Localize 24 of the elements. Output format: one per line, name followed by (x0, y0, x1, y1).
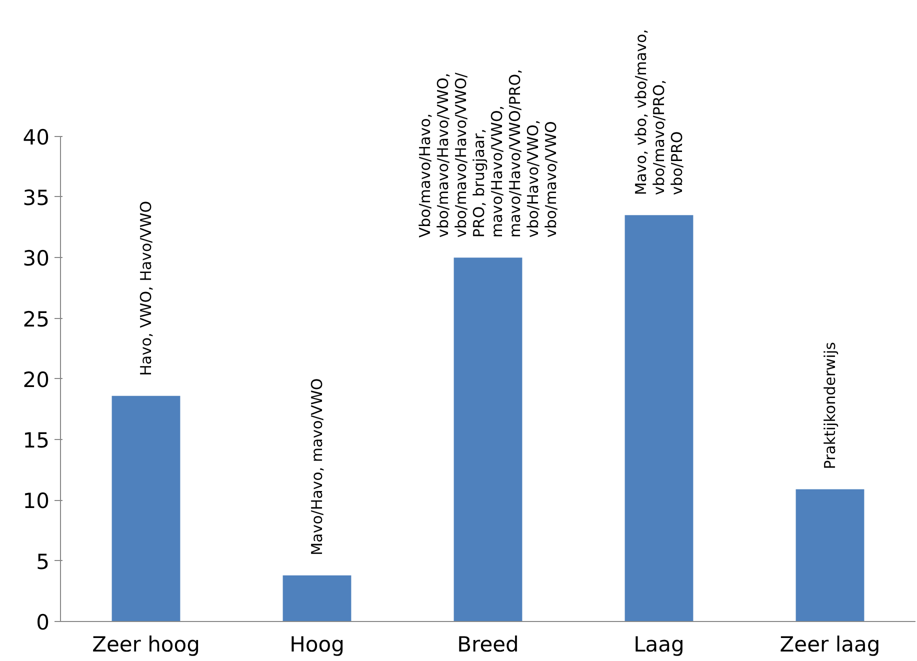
y-tick-label: 25 (22, 307, 50, 332)
x-tick-label: Zeer laag (780, 632, 880, 656)
bar (282, 575, 352, 622)
annotation: Mavo, vbo, vbo/mavo, vbo/mavo/PRO, vbo/PRO (632, 29, 686, 196)
bar (112, 396, 180, 622)
annotation: Mavo/Havo, mavo/VWO (308, 378, 326, 556)
y-tick-label: 40 (22, 125, 50, 150)
x-tick-label: Zeer hoog (92, 632, 200, 656)
y-tick-label: 5 (36, 550, 50, 574)
y-tick-label: 10 (22, 489, 50, 514)
bar (454, 258, 522, 622)
y-tick-label: 20 (22, 368, 50, 392)
x-tick-label: Laag (634, 632, 684, 656)
annotation: Vbo/mavo/Havo, vbo/mavo/Havo/VWO, vbo/mavo/Havo/VWO/ PRO, brugjaar, mavo/Havo/VWO, mavo/Havo/VWO/PRO, vbo/Havo/VWO, vbo/mavo/VWO (416, 69, 560, 238)
bar (796, 489, 864, 622)
x-tick-label: Breed (457, 632, 519, 656)
x-tick-label: Hoog (290, 632, 344, 656)
y-tick-label: 0 (36, 610, 50, 634)
y-tick-label: 35 (22, 186, 50, 210)
y-tick-label: 30 (22, 246, 50, 271)
annotation: Havo, VWO, Havo/VWO (137, 200, 155, 376)
bar (624, 215, 694, 622)
annotation: Praktijkonderwijs (821, 342, 839, 470)
y-tick-label: 15 (22, 428, 50, 453)
